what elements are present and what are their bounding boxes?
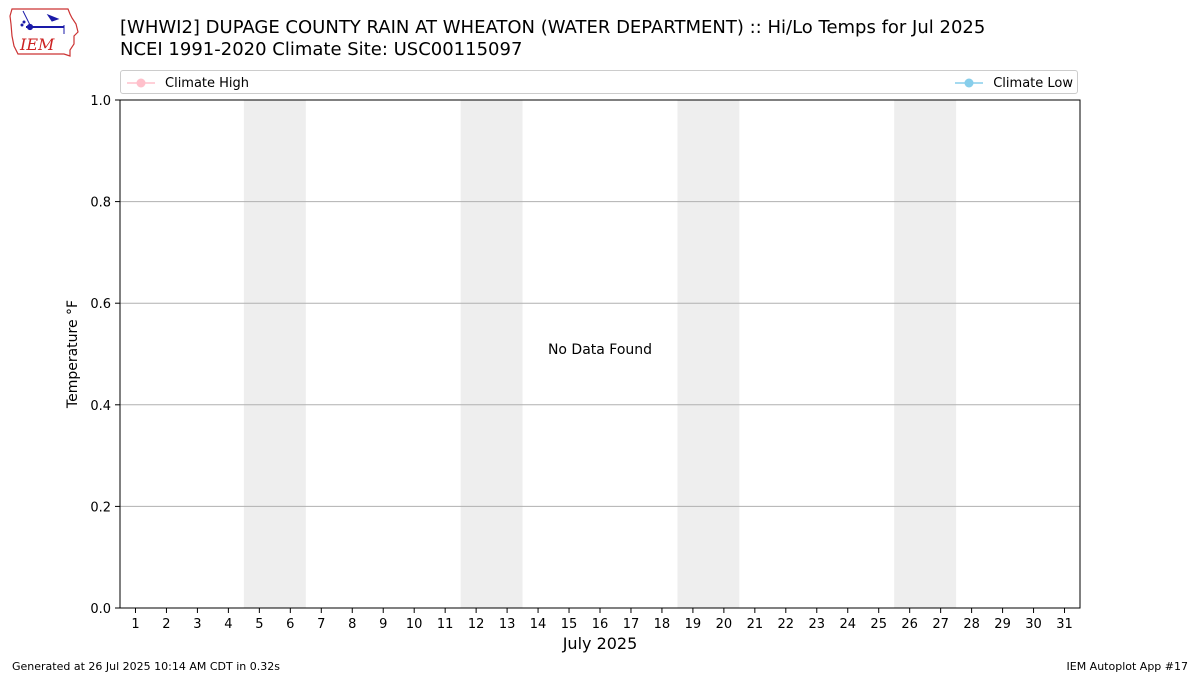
x-tick-label-24: 24 [839, 617, 856, 632]
y-tick-label-0.8: 0.8 [90, 196, 111, 211]
legend-item-climate-low: Climate Low [953, 74, 1073, 92]
x-tick-label-15: 15 [561, 617, 578, 632]
generated-timestamp: Generated at 26 Jul 2025 10:14 AM CDT in… [12, 660, 280, 673]
x-tick-label-21: 21 [747, 617, 764, 632]
x-tick-label-19: 19 [685, 617, 702, 632]
x-tick-label-29: 29 [994, 617, 1011, 632]
x-tick-label-30: 30 [1025, 617, 1042, 632]
x-tick-label-8: 8 [348, 617, 356, 632]
x-tick-label-3: 3 [193, 617, 201, 632]
x-tick-label-31: 31 [1056, 617, 1073, 632]
legend-label-climate-low: Climate Low [993, 75, 1073, 91]
x-tick-label-27: 27 [932, 617, 949, 632]
y-axis-ticks: 0.0 0.2 0.4 0.6 0.8 1.0 [90, 94, 120, 617]
x-tick-label-13: 13 [499, 617, 516, 632]
x-tick-label-1: 1 [131, 617, 139, 632]
app-id: IEM Autoplot App #17 [1066, 660, 1189, 673]
x-tick-label-26: 26 [901, 617, 918, 632]
x-tick-label-5: 5 [255, 617, 263, 632]
plot-area-frame [119, 99, 1081, 609]
x-tick-label-14: 14 [530, 617, 547, 632]
x-tick-label-17: 17 [623, 617, 640, 632]
y-tick-label-0.2: 0.2 [90, 500, 111, 515]
x-tick-label-22: 22 [778, 617, 795, 632]
title-line-1: [WHWI2] DUPAGE COUNTY RAIN AT WHEATON (W… [120, 17, 986, 38]
y-tick-label-0.0: 0.0 [90, 602, 111, 617]
x-tick-label-20: 20 [716, 617, 733, 632]
legend-item-climate-high: Climate High [125, 74, 249, 92]
x-tick-label-16: 16 [592, 617, 609, 632]
y-tick-label-1.0: 1.0 [90, 94, 111, 109]
weekend-band-2 [460, 100, 523, 608]
y-tick-label-0.6: 0.6 [90, 297, 111, 312]
weekend-band-1 [243, 100, 306, 608]
weather-station-icon [20, 10, 65, 34]
y-tick-label-0.4: 0.4 [90, 399, 111, 414]
y-axis-label: Temperature °F [65, 300, 81, 409]
climate-high-marker-icon [127, 78, 155, 88]
legend-label-climate-high: Climate High [165, 75, 250, 91]
x-tick-label-7: 7 [317, 617, 325, 632]
x-tick-label-28: 28 [963, 617, 980, 632]
x-tick-label-12: 12 [468, 617, 485, 632]
iem-logo: IEM [9, 8, 79, 57]
x-tick-label-25: 25 [870, 617, 887, 632]
x-tick-label-11: 11 [437, 617, 454, 632]
x-tick-label-18: 18 [654, 617, 671, 632]
iowa-outline-icon [9, 8, 79, 57]
chart-title: [WHWI2] DUPAGE COUNTY RAIN AT WHEATON (W… [120, 17, 985, 61]
weekend-band-3 [677, 100, 740, 608]
legend: Climate High Climate Low [120, 70, 1078, 94]
x-tick-label-6: 6 [286, 617, 294, 632]
weekend-band-4 [894, 100, 957, 608]
gridlines [120, 201, 1080, 507]
climate-low-marker-icon [955, 78, 984, 88]
x-tick-label-2: 2 [162, 617, 170, 632]
title-line-2: NCEI 1991-2020 Climate Site: USC00115097 [120, 39, 523, 60]
logo-text: IEM [19, 35, 55, 54]
weekend-bands [243, 100, 957, 608]
x-tick-label-4: 4 [224, 617, 232, 632]
x-axis-label: July 2025 [562, 634, 638, 653]
x-tick-label-23: 23 [809, 617, 826, 632]
x-tick-label-9: 9 [379, 617, 387, 632]
no-data-annotation: No Data Found [548, 342, 652, 358]
x-axis-ticks: 1 2 3 4 5 6 7 8 9 10 11 12 13 14 15 16 17 18 19 20 21 22 23 24 2… [131, 608, 1073, 632]
x-tick-label-10: 10 [406, 617, 423, 632]
